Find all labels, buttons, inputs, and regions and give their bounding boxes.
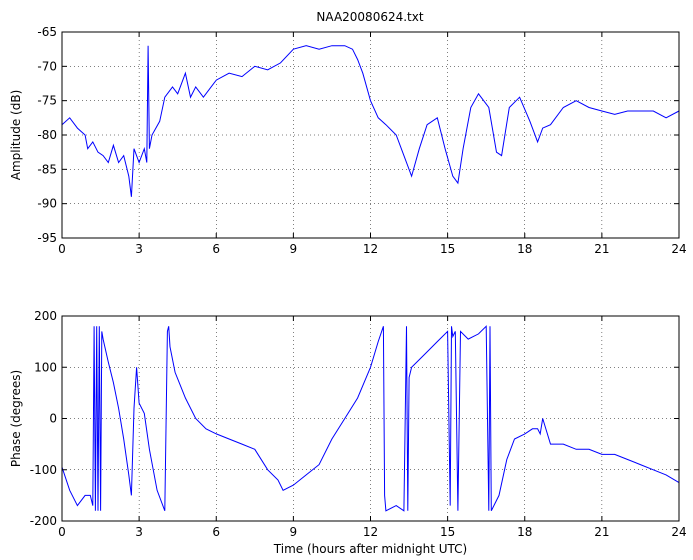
phase-x-axis-title: Time (hours after midnight UTC) xyxy=(273,542,467,556)
phase-y-axis-title: Phase (degrees) xyxy=(9,370,23,467)
amplitude-series-line xyxy=(61,45,680,197)
amplitude-ytick-label: -70 xyxy=(37,59,57,73)
amplitude-xtick-label: 9 xyxy=(290,242,298,256)
amplitude-xtick-label: 18 xyxy=(517,242,532,256)
amplitude-xtick-label: 21 xyxy=(594,242,609,256)
phase-xtick-label: 12 xyxy=(363,525,378,539)
phase-xtick-label: 3 xyxy=(135,525,143,539)
phase-xtick-label: 18 xyxy=(517,525,532,539)
phase-ytick-label: 200 xyxy=(34,309,57,323)
amplitude-y-axis-title: Amplitude (dB) xyxy=(9,90,23,181)
phase-xtick-label: 21 xyxy=(594,525,609,539)
phase-ytick-label: -200 xyxy=(30,514,57,528)
phase-ytick-label: -100 xyxy=(30,463,57,477)
amplitude-xtick-label: 12 xyxy=(363,242,378,256)
amplitude-ytick-label: -65 xyxy=(37,25,57,39)
amplitude-xtick-label: 0 xyxy=(58,242,66,256)
amplitude-ytick-label: -90 xyxy=(37,197,57,211)
amplitude-xtick-label: 15 xyxy=(440,242,455,256)
amplitude-ytick-label: -75 xyxy=(37,94,57,108)
phase-xtick-label: 15 xyxy=(440,525,455,539)
amplitude-xtick-label: 24 xyxy=(671,242,686,256)
phase-xtick-label: 0 xyxy=(58,525,66,539)
amplitude-ytick-label: -80 xyxy=(37,128,57,142)
amplitude-panel: 0 3 6 9 12 15 18 21 24 -95 -90 -85 -80 -75 -70 -65 Ampli… xyxy=(9,25,687,256)
phase-ytick-label: 0 xyxy=(49,412,57,426)
phase-xtick-label: 9 xyxy=(290,525,298,539)
phase-xtick-label: 24 xyxy=(671,525,686,539)
chart-title: NAA20080624.txt xyxy=(316,10,423,24)
amplitude-xtick-label: 3 xyxy=(135,242,143,256)
amplitude-ytick-label: -85 xyxy=(37,162,57,176)
phase-ytick-label: 100 xyxy=(34,360,57,374)
phase-xtick-label: 6 xyxy=(212,525,220,539)
phase-series-line xyxy=(61,325,680,512)
amplitude-xtick-label: 6 xyxy=(212,242,220,256)
phase-panel: 0 3 6 9 12 15 18 21 24 -200 -100 0 100 200 Phase (degr… xyxy=(9,309,687,556)
amplitude-ytick-label: -95 xyxy=(37,231,57,245)
